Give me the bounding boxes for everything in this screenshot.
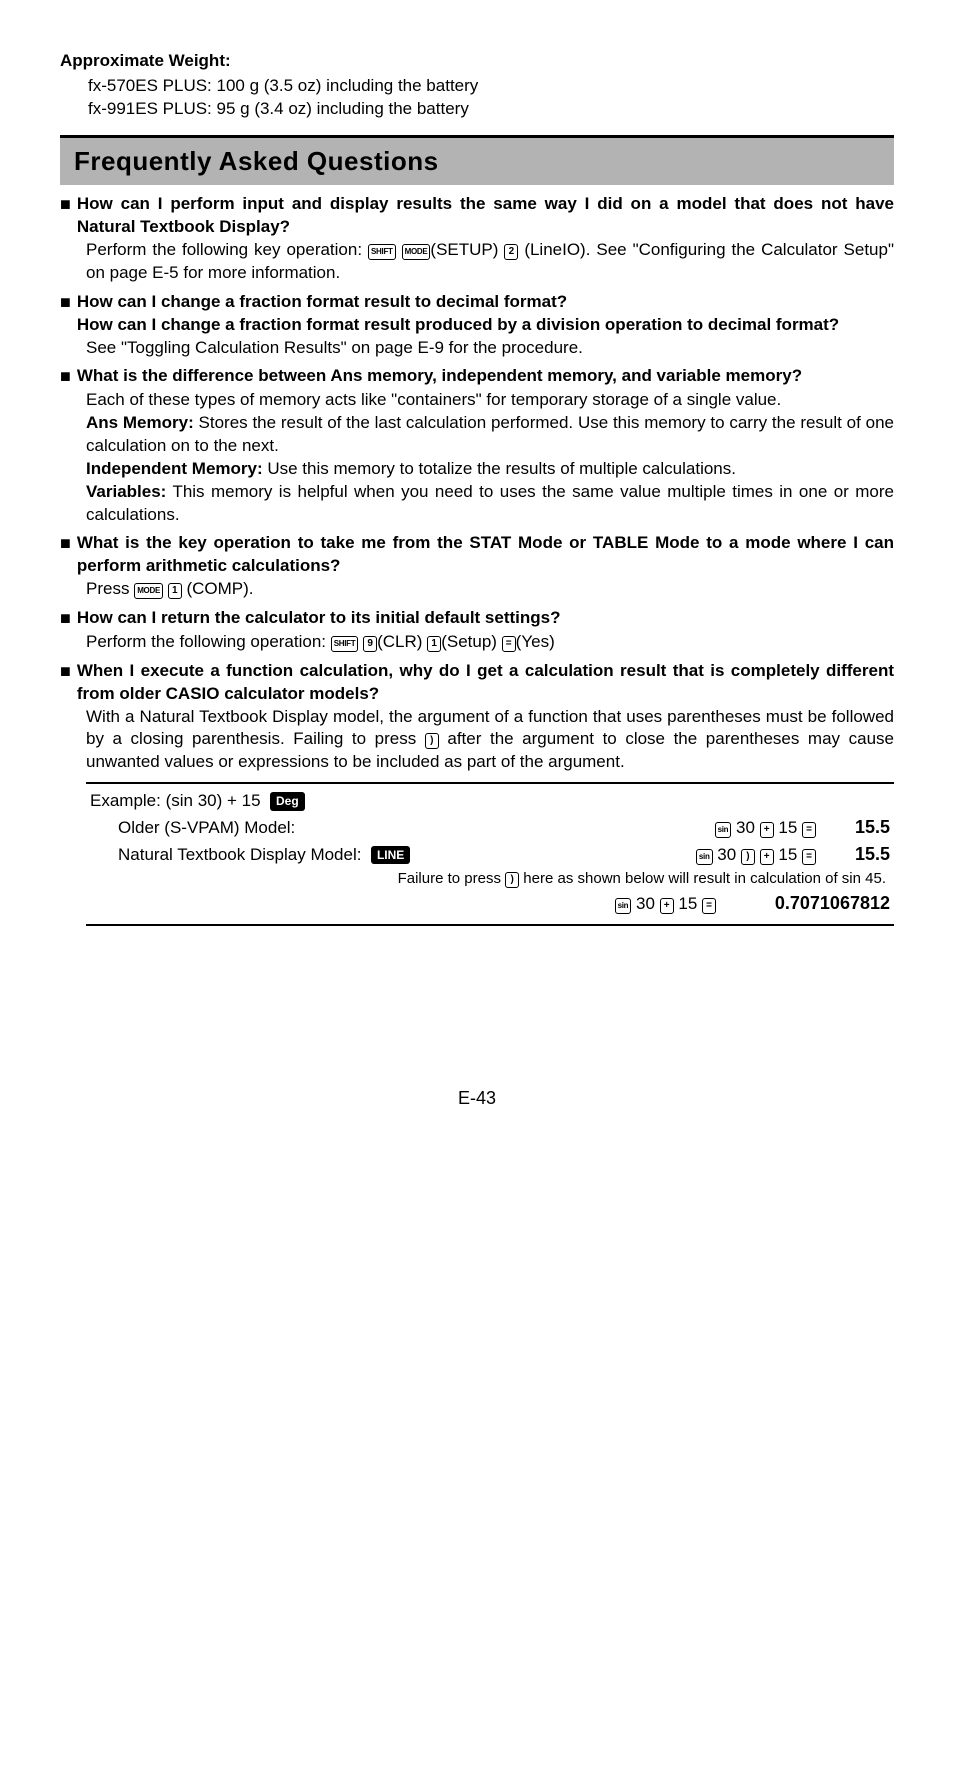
weight-line-2: fx-991ES PLUS: 95 g (3.4 oz) including t… <box>88 98 894 121</box>
older-model-label: Older (S-VPAM) Model: <box>118 817 295 840</box>
bullet-icon: ■ <box>60 660 71 683</box>
q3-intro: Each of these types of memory acts like … <box>86 389 894 412</box>
bullet-icon: ■ <box>60 291 71 314</box>
equals-key: = <box>702 898 716 914</box>
line-badge: LINE <box>371 846 410 864</box>
sin-key: sin <box>715 822 732 838</box>
example-natural-row: Natural Textbook Display Model: LINE sin… <box>90 842 890 867</box>
page-number: E-43 <box>60 1086 894 1110</box>
faq-answer-4: Press MODE 1 (COMP). <box>60 578 894 601</box>
faq-answer-2: See "Toggling Calculation Results" on pa… <box>60 337 894 360</box>
mode-key: MODE <box>134 583 163 599</box>
right-paren-key: ) <box>425 733 439 749</box>
independent-memory-text: Use this memory to totalize the results … <box>263 459 736 478</box>
example-older-row: Older (S-VPAM) Model: sin 30 + 15 = 15.5 <box>90 815 890 840</box>
bullet-icon: ■ <box>60 365 71 388</box>
older-result: 15.5 <box>830 815 890 839</box>
q2-line2: How can I change a fraction format resul… <box>77 315 839 334</box>
natural-key-seq: sin 30 ) + 15 = <box>410 844 830 867</box>
n15: 15 <box>774 845 802 864</box>
faq-title-banner: Frequently Asked Questions <box>60 135 894 185</box>
bullet-icon: ■ <box>60 532 71 555</box>
q2-line1: How can I change a fraction format resul… <box>77 292 567 311</box>
variables-text: This memory is helpful when you need to … <box>86 482 894 524</box>
faq-item-1: ■ How can I perform input and display re… <box>60 193 894 285</box>
variables-label: Variables: <box>86 482 166 501</box>
faq-answer-6: With a Natural Textbook Display model, t… <box>60 706 894 775</box>
text: (Yes) <box>516 632 555 651</box>
fail-result: 0.7071067812 <box>730 891 890 915</box>
independent-memory-label: Independent Memory: <box>86 459 263 478</box>
faq-answer-1: Perform the following key operation: SHI… <box>60 239 894 285</box>
equals-key: = <box>502 636 516 652</box>
faq-item-2: ■ How can I change a fraction format res… <box>60 291 894 360</box>
weight-line-1: fx-570ES PLUS: 100 g (3.5 oz) including … <box>88 75 894 98</box>
natural-result: 15.5 <box>830 842 890 866</box>
n30: 30 <box>631 894 659 913</box>
example-title: Example: (sin 30) + 15 <box>90 791 261 810</box>
n15: 15 <box>674 894 702 913</box>
n15: 15 <box>774 818 802 837</box>
faq-question-2: How can I change a fraction format resul… <box>77 291 894 337</box>
plus-key: + <box>760 822 774 838</box>
text: (COMP). <box>186 579 253 598</box>
n30: 30 <box>713 845 741 864</box>
faq-item-3: ■ What is the difference between Ans mem… <box>60 365 894 526</box>
shift-key: SHIFT <box>368 244 396 260</box>
sin-key: sin <box>615 898 632 914</box>
equals-key: = <box>802 849 816 865</box>
fail-key-seq: sin 30 + 15 = <box>90 893 730 916</box>
text: (CLR) <box>377 632 422 651</box>
natural-label-text: Natural Textbook Display Model: <box>118 845 361 864</box>
text: Perform the following operation: <box>86 632 331 651</box>
example-title-row: Example: (sin 30) + 15 Deg <box>90 790 890 813</box>
text: (Setup) <box>441 632 497 651</box>
faq-answer-3: Each of these types of memory acts like … <box>60 389 894 527</box>
example-fail-row: sin 30 + 15 = 0.7071067812 <box>90 891 890 916</box>
text: (SETUP) <box>430 240 498 259</box>
mode-key: MODE <box>402 244 431 260</box>
faq-item-4: ■ What is the key operation to take me f… <box>60 532 894 601</box>
example-block: Example: (sin 30) + 15 Deg Older (S-VPAM… <box>86 782 894 926</box>
ans-memory-label: Ans Memory: <box>86 413 194 432</box>
deg-badge: Deg <box>270 792 305 810</box>
older-key-seq: sin 30 + 15 = <box>295 817 830 840</box>
ans-memory-text: Stores the result of the last calculatio… <box>86 413 894 455</box>
bullet-icon: ■ <box>60 193 71 216</box>
note-p1: Failure to press <box>398 870 506 887</box>
faq-question-6: When I execute a function calculation, w… <box>77 660 894 706</box>
plus-key: + <box>760 849 774 865</box>
right-paren-key: ) <box>505 872 519 888</box>
weight-section: Approximate Weight: fx-570ES PLUS: 100 g… <box>60 50 894 121</box>
nine-key: 9 <box>363 636 377 652</box>
plus-key: + <box>660 898 674 914</box>
weight-lines: fx-570ES PLUS: 100 g (3.5 oz) including … <box>60 75 894 121</box>
weight-heading: Approximate Weight: <box>60 50 894 73</box>
faq-item-5: ■ How can I return the calculator to its… <box>60 607 894 653</box>
n30: 30 <box>731 818 759 837</box>
equals-key: = <box>802 822 816 838</box>
text: Press <box>86 579 134 598</box>
faq-answer-5: Perform the following operation: SHIFT 9… <box>60 631 894 654</box>
text: Perform the following key operation: <box>86 240 368 259</box>
note-p2: here as shown below will result in calcu… <box>519 870 886 887</box>
faq-question-5: How can I return the calculator to its i… <box>77 607 894 630</box>
one-key: 1 <box>168 583 182 599</box>
example-note: Failure to press ) here as shown below w… <box>90 869 890 889</box>
bullet-icon: ■ <box>60 607 71 630</box>
faq-item-6: ■ When I execute a function calculation,… <box>60 660 894 927</box>
natural-model-label: Natural Textbook Display Model: LINE <box>118 844 410 867</box>
right-paren-key: ) <box>741 849 755 865</box>
one-key: 1 <box>427 636 441 652</box>
two-key: 2 <box>504 244 518 260</box>
faq-question-4: What is the key operation to take me fro… <box>77 532 894 578</box>
faq-question-3: What is the difference between Ans memor… <box>77 365 894 388</box>
sin-key: sin <box>696 849 713 865</box>
faq-question-1: How can I perform input and display resu… <box>77 193 894 239</box>
shift-key: SHIFT <box>331 636 359 652</box>
